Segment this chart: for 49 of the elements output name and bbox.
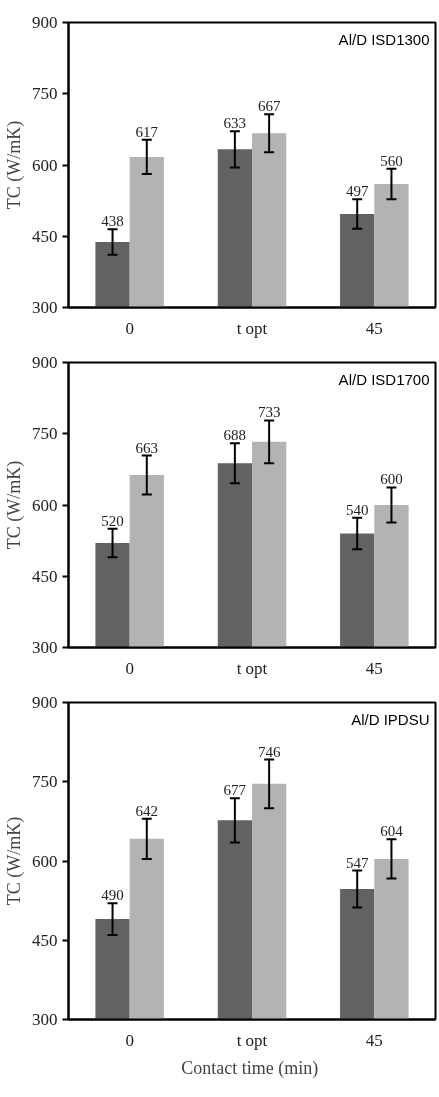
x-tick-label: 45 [365,658,383,678]
y-tick-label: 600 [32,155,58,175]
y-tick-label: 900 [32,693,58,712]
y-tick-label: 600 [32,495,58,515]
x-tick-label: t opt [236,1030,268,1050]
data-label: 604 [380,823,404,840]
x-tick-label: t opt [236,658,268,678]
y-tick-label: 900 [32,353,58,372]
data-label: 560 [380,152,403,169]
data-label: 746 [257,743,281,760]
y-axis-title: TC (W/mK) [4,460,25,550]
text: Al/D IPDSU [351,710,430,728]
x-axis-title: Contact time (min) [181,1057,319,1079]
data-label: 733 [257,404,281,421]
data-label: 600 [380,471,403,488]
y-tick-label: 300 [32,298,58,317]
y-tick-label: 450 [32,566,58,586]
y-axis-title: TC (W/mK) [4,120,25,210]
y-tick-label: 450 [32,226,58,246]
data-label: 490 [101,887,124,904]
y-tick-label: 900 [32,13,58,32]
y-tick-label: 450 [32,930,58,950]
x-tick-label: 0 [125,658,134,678]
text: Al/D ISD1700 [338,370,430,388]
x-tick-label: 45 [365,318,383,338]
x-tick-label: 0 [125,318,134,338]
data-label: 677 [223,782,247,799]
y-tick-label: 600 [32,851,58,871]
data-label: 633 [223,115,247,132]
data-label: 617 [135,123,159,140]
x-tick-label: 0 [125,1030,134,1050]
y-tick-label: 300 [32,638,58,657]
x-tick-label: 45 [365,1030,383,1050]
data-label: 540 [345,501,369,518]
y-tick-label: 750 [32,84,58,104]
y-tick-label: 300 [32,1010,58,1029]
data-label: 688 [223,427,247,444]
y-tick-label: 750 [32,772,58,792]
y-axis-title: TC (W/mK) [4,816,25,906]
data-label: 497 [345,183,369,200]
y-tick-label: 750 [32,424,58,444]
data-label: 520 [101,512,124,529]
x-tick-label: t opt [236,318,268,338]
text: Al/D ISD1300 [338,30,430,48]
data-label: 438 [101,213,124,230]
data-label: 642 [135,802,159,819]
data-label: 663 [135,439,159,456]
data-label: 667 [257,98,281,115]
data-label: 547 [345,854,369,871]
